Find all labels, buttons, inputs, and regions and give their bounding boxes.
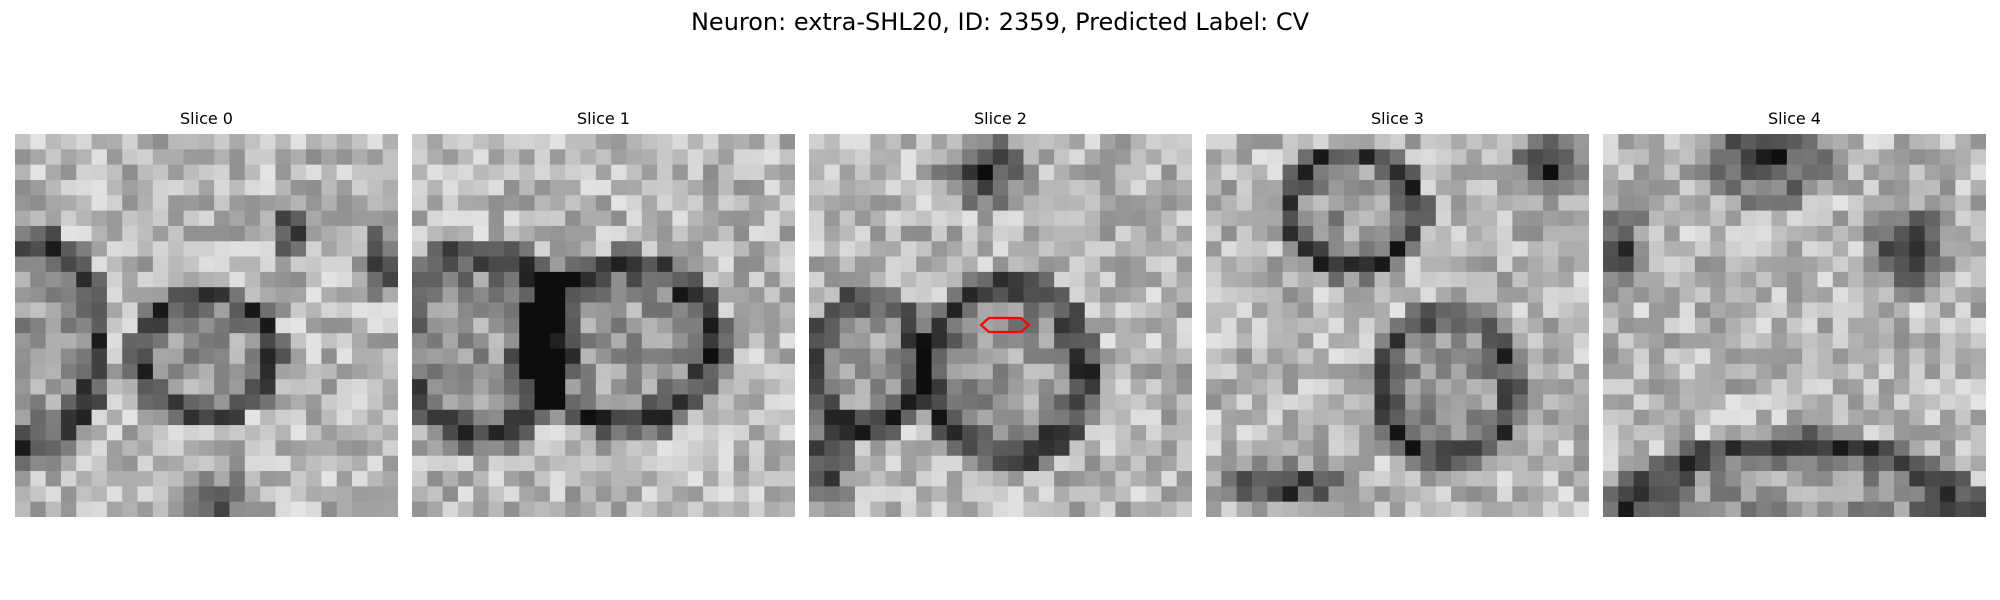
slice-title-1: Slice 1	[577, 109, 630, 128]
slice-panel-3: Slice 3	[1206, 108, 1589, 517]
figure-title: Neuron: extra-SHL20, ID: 2359, Predicted…	[690, 8, 1310, 36]
slice-image-4	[1603, 134, 1986, 517]
slice-panel-0: Slice 0	[15, 108, 398, 517]
slice-panel-4: Slice 4	[1603, 108, 1986, 517]
slice-panel-1: Slice 1	[412, 108, 795, 517]
slice-image-2	[809, 134, 1192, 517]
slice-panel-2: Slice 2	[809, 108, 1192, 517]
slice-title-4: Slice 4	[1768, 109, 1821, 128]
contour-marker	[979, 316, 1031, 334]
slice-title-3: Slice 3	[1371, 109, 1424, 128]
slice-image-0	[15, 134, 398, 517]
slice-title-2: Slice 2	[974, 109, 1027, 128]
slice-title-0: Slice 0	[180, 109, 233, 128]
slice-image-1	[412, 134, 795, 517]
slice-image-3	[1206, 134, 1589, 517]
